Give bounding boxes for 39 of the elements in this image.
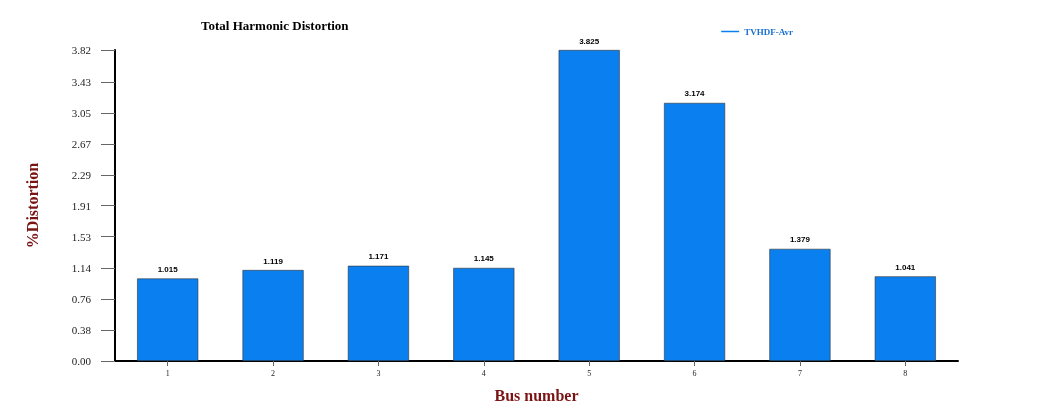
y-tick-label: 1.91 <box>71 199 91 212</box>
y-tick-label: 0.00 <box>71 355 92 367</box>
data-label: 3.825 <box>579 36 600 46</box>
chart-title: Total Harmonic Distortion <box>201 18 350 33</box>
x-tick-label: 7 <box>797 368 802 378</box>
x-tick-label: 4 <box>481 368 486 378</box>
x-tick-label: 5 <box>587 368 592 378</box>
x-tick-label: 1 <box>165 368 170 378</box>
x-axis-title: Bus number <box>494 386 579 404</box>
x-tick-label: 3 <box>376 368 381 378</box>
y-tick-label: 0.76 <box>71 293 92 306</box>
data-label: 1.145 <box>473 254 495 264</box>
y-tick-label: 2.29 <box>71 168 92 181</box>
y-tick-label: 2.67 <box>71 137 92 150</box>
bar <box>558 50 620 361</box>
data-label: 1.119 <box>263 256 284 266</box>
legend-label: TVHDF-Avr <box>744 26 794 37</box>
data-label: 1.379 <box>789 235 811 245</box>
x-tick-label: 8 <box>903 368 908 378</box>
bar <box>769 248 831 361</box>
y-tick-label: 3.05 <box>71 107 92 120</box>
bar <box>137 278 199 361</box>
data-label: 1.171 <box>368 252 389 262</box>
y-axis-title: %Distortion <box>23 162 41 249</box>
bar <box>664 102 726 361</box>
y-tick-label: 3.43 <box>71 76 92 89</box>
bar <box>874 276 936 361</box>
x-tick-label: 6 <box>692 368 697 378</box>
bar <box>242 270 304 361</box>
y-tick-label: 1.14 <box>71 262 92 275</box>
bar <box>347 265 409 361</box>
data-label: 1.041 <box>895 262 916 272</box>
data-label: 3.174 <box>684 89 706 99</box>
bar <box>453 267 515 361</box>
x-tick-label: 2 <box>271 368 276 378</box>
y-tick-label: 3.82 <box>71 44 91 57</box>
data-label: 1.015 <box>157 264 179 274</box>
y-tick-label: 1.53 <box>71 230 92 243</box>
y-tick-label: 0.38 <box>71 324 92 337</box>
